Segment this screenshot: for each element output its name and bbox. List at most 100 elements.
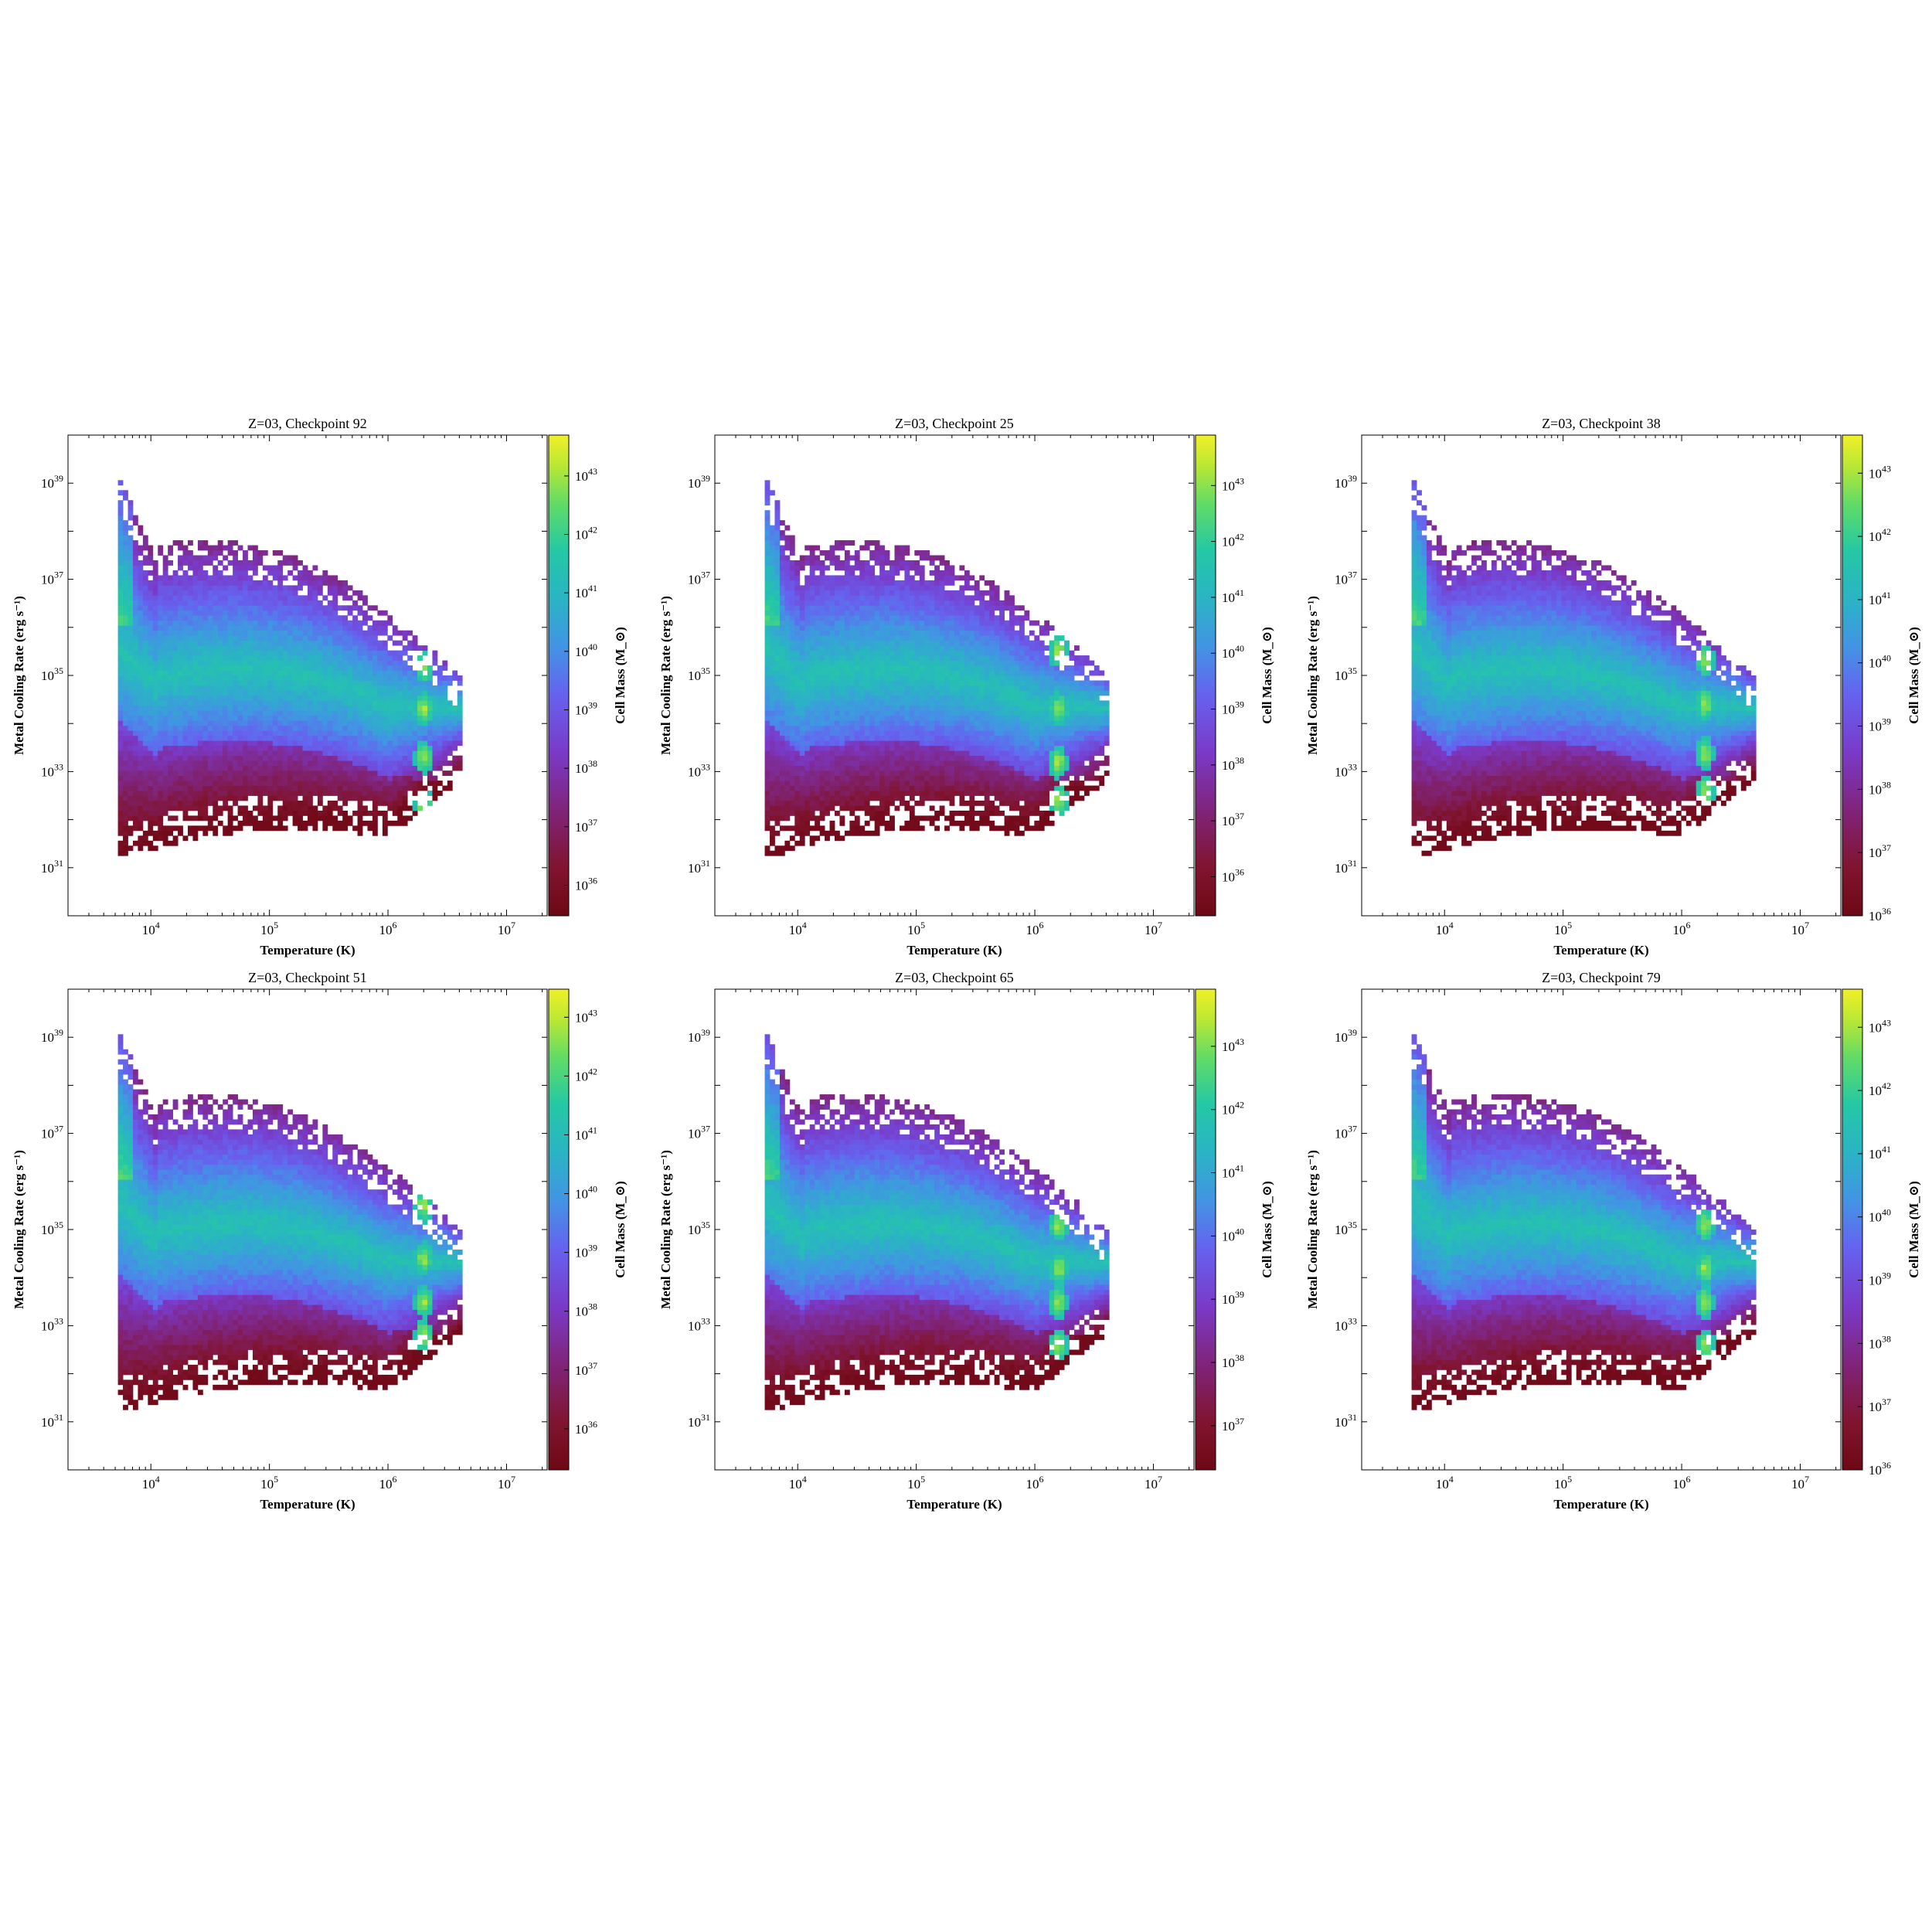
heatmap-cell [784, 781, 791, 786]
heatmap-cell [142, 600, 148, 606]
heatmap-cell [894, 610, 900, 616]
heatmap-cell [770, 690, 775, 696]
heatmap-cell [784, 840, 791, 846]
heatmap-cell [188, 600, 193, 606]
heatmap-cell [889, 590, 895, 596]
heatmap-cell [142, 590, 148, 596]
heatmap-cell [172, 805, 179, 811]
heatmap-cell [874, 545, 880, 551]
heatmap-cell [128, 775, 134, 781]
heatmap-cell [243, 570, 248, 576]
heatmap-cell [267, 615, 274, 621]
heatmap-cell [247, 740, 253, 747]
heatmap-cell [337, 705, 343, 711]
heatmap-cell [899, 775, 905, 781]
heatmap-cell [117, 530, 124, 536]
heatmap-cell [352, 745, 358, 751]
heatmap-cell [432, 710, 438, 716]
heatmap-cell [202, 760, 209, 767]
heatmap-cell [770, 685, 775, 691]
heatmap-cell [322, 791, 328, 796]
heatmap-cell [452, 725, 458, 731]
heatmap-cell [152, 770, 158, 776]
heatmap-cell [794, 800, 801, 806]
heatmap-cell [197, 781, 203, 786]
heatmap-cell [437, 705, 443, 711]
heatmap-cell [132, 655, 138, 661]
heatmap-cell [337, 810, 343, 816]
heatmap-cell [352, 810, 358, 816]
heatmap-cell [835, 590, 840, 596]
heatmap-cell [770, 850, 775, 856]
heatmap-cell [874, 625, 880, 631]
heatmap-cell [437, 680, 443, 686]
heatmap-cell [422, 740, 428, 747]
heatmap-cell [407, 805, 413, 811]
heatmap-cell [117, 615, 124, 621]
heatmap-cell [117, 595, 124, 601]
heatmap-cell [182, 630, 189, 636]
heatmap-cell [142, 775, 148, 781]
heatmap-cell [277, 575, 284, 581]
heatmap-cell [764, 665, 770, 671]
heatmap-cell [128, 655, 134, 661]
heatmap-cell [342, 665, 349, 671]
heatmap-cell [779, 795, 785, 801]
heatmap-cell [292, 635, 298, 641]
heatmap-cell [162, 810, 168, 816]
heatmap-cell [789, 760, 795, 767]
heatmap-cell [825, 620, 830, 626]
heatmap-cell [197, 585, 203, 591]
heatmap-cell [784, 575, 791, 581]
heatmap-cell [237, 810, 243, 816]
heatmap-cell [864, 625, 870, 631]
heatmap-cell [889, 730, 895, 736]
heatmap-cell [357, 785, 363, 791]
heatmap-cell [342, 815, 349, 821]
heatmap-cell [770, 730, 775, 736]
heatmap-cell [237, 745, 243, 751]
heatmap-cell [317, 640, 323, 646]
heatmap-cell [262, 781, 268, 786]
heatmap-cell [794, 760, 801, 767]
heatmap-cell [327, 805, 333, 811]
heatmap-cell [202, 610, 209, 616]
heatmap-cell [452, 705, 458, 711]
heatmap-cell [859, 715, 866, 721]
heatmap-cell [327, 690, 333, 696]
heatmap-cell [277, 565, 284, 571]
heatmap-cell [277, 695, 284, 701]
heatmap-cell [188, 795, 193, 801]
heatmap-cell [262, 625, 268, 631]
heatmap-cell [869, 750, 876, 757]
heatmap-cell [252, 565, 258, 571]
heatmap-cell [825, 810, 830, 816]
heatmap-cell [894, 715, 900, 721]
heatmap-cell [247, 595, 253, 601]
heatmap-cell [362, 745, 368, 751]
heatmap-cell [794, 735, 801, 741]
heatmap-cell [123, 740, 128, 747]
heatmap-cell [794, 690, 801, 696]
heatmap-cell [789, 695, 795, 701]
heatmap-cell [117, 715, 124, 721]
heatmap-cell [327, 765, 333, 771]
heatmap-cell [794, 820, 801, 826]
heatmap-cell [864, 650, 870, 656]
heatmap-cell [332, 730, 338, 736]
heatmap-cell [142, 575, 148, 581]
heatmap-cell [382, 620, 388, 626]
heatmap-cell [859, 805, 866, 811]
heatmap-cell [839, 725, 845, 731]
heatmap-cell [207, 735, 213, 741]
heatmap-cell [192, 720, 199, 726]
heatmap-cell [233, 640, 238, 646]
heatmap-cell [332, 640, 338, 646]
heatmap-cell [123, 680, 128, 686]
heatmap-cell [302, 620, 308, 626]
heatmap-cell [148, 830, 154, 836]
heatmap-cell [844, 715, 850, 721]
heatmap-cell [272, 755, 278, 761]
heatmap-cell [884, 735, 890, 741]
heatmap-cell [804, 785, 811, 791]
